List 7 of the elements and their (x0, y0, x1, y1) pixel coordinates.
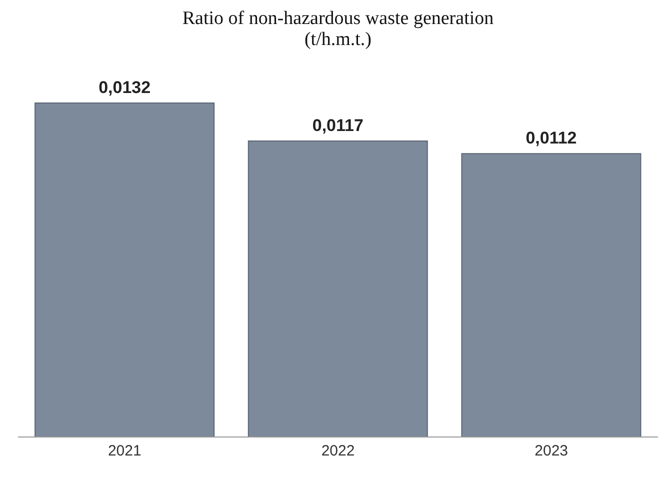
data-label: 0,0112 (526, 128, 577, 148)
chart-title: Ratio of non-hazardous waste generation (t/h.m.t.) (181, 8, 495, 50)
data-label: 0,0117 (312, 116, 364, 135)
x-tick-label: 2022 (321, 442, 355, 460)
x-tick-label: 2021 (108, 442, 142, 460)
data-label: 0,0132 (98, 78, 151, 97)
x-tick-label: 2023 (534, 442, 568, 460)
